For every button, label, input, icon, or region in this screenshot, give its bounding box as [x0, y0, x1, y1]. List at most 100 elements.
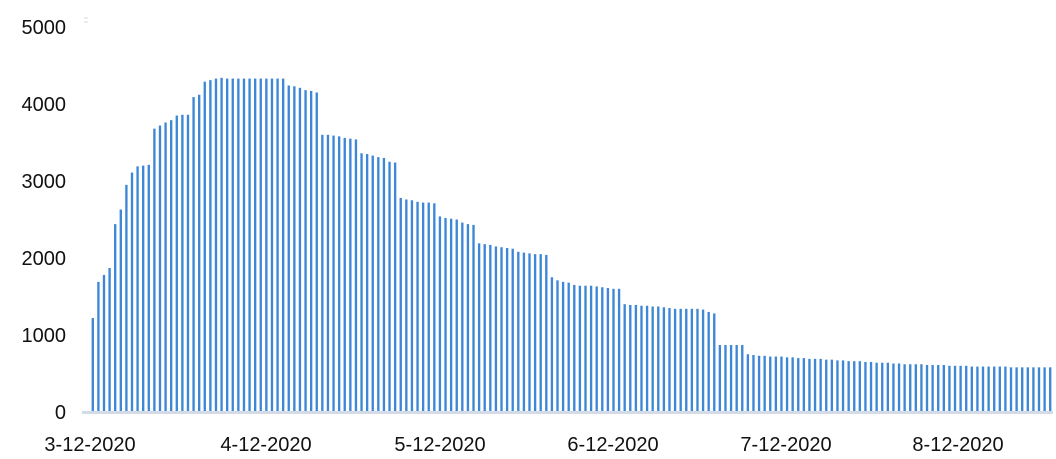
- bar: [858, 361, 862, 412]
- bar: [1043, 367, 1046, 412]
- bar: [461, 222, 464, 412]
- bar: [668, 308, 671, 412]
- bar: [433, 203, 436, 412]
- bar: [959, 365, 962, 412]
- bar: [701, 309, 705, 412]
- bar: [953, 365, 957, 412]
- bar: [584, 285, 587, 412]
- bar: [881, 362, 884, 412]
- x-tick-label: 8-12-2020: [912, 434, 1003, 456]
- bar: [657, 306, 660, 412]
- bar: [142, 165, 145, 412]
- bar: [696, 308, 699, 412]
- bar: [718, 345, 722, 412]
- bar: [1004, 366, 1007, 412]
- bar: [937, 365, 940, 412]
- bar: [192, 97, 195, 412]
- bar: [405, 199, 408, 412]
- bar: [640, 305, 643, 412]
- bar: [981, 366, 985, 412]
- bar: [623, 304, 626, 412]
- bar: [774, 356, 778, 412]
- bar: [813, 358, 817, 412]
- bar: [125, 184, 128, 412]
- bar: [942, 365, 945, 412]
- bar: [741, 345, 744, 412]
- bar: [494, 246, 498, 412]
- bar: [343, 137, 346, 412]
- bar: [147, 164, 150, 412]
- bar: [511, 248, 514, 412]
- bar: [836, 360, 839, 412]
- y-tick-label: 4000: [22, 94, 67, 116]
- bar: [998, 366, 1001, 412]
- axes-group: [82, 17, 1053, 414]
- bar: [629, 304, 632, 412]
- bar: [757, 355, 761, 412]
- bar: [993, 366, 996, 412]
- bar: [1026, 367, 1029, 412]
- bar: [220, 77, 223, 412]
- bar: [259, 78, 262, 412]
- bar: [489, 244, 492, 412]
- y-tick-label: 0: [55, 402, 66, 424]
- bar: [287, 85, 290, 413]
- x-tick-label: 5-12-2020: [394, 434, 485, 456]
- bar: [349, 138, 352, 412]
- bar: [466, 224, 470, 412]
- bar: [897, 363, 901, 412]
- bar: [886, 362, 890, 412]
- bar: [679, 308, 682, 412]
- bar: [382, 157, 386, 412]
- bar: [304, 90, 307, 412]
- bar: [662, 307, 666, 412]
- bar: [634, 304, 638, 412]
- bar: [270, 78, 274, 412]
- bar: [606, 288, 610, 412]
- bar: [920, 364, 923, 412]
- bar: [242, 78, 246, 412]
- bar: [175, 115, 178, 413]
- bar: [444, 217, 447, 412]
- bar: [578, 285, 582, 412]
- bar: [785, 357, 789, 412]
- bar: [925, 365, 929, 412]
- bar: [612, 288, 615, 412]
- bar: [522, 252, 526, 412]
- bar: [326, 134, 330, 413]
- bar: [97, 281, 100, 412]
- bar: [427, 202, 430, 412]
- bar: [388, 161, 391, 412]
- bar: [556, 280, 559, 412]
- bar: [573, 284, 576, 412]
- bar: [354, 139, 358, 413]
- bar: [421, 202, 425, 412]
- y-tick-label: 2000: [22, 248, 67, 270]
- bar: [158, 125, 162, 412]
- bar: [528, 253, 531, 412]
- bar: [976, 366, 979, 412]
- bar: [226, 78, 229, 412]
- bar: [309, 90, 313, 412]
- bar: [1015, 367, 1018, 412]
- bar: [170, 120, 173, 413]
- bar: [449, 218, 453, 412]
- bar: [276, 78, 279, 412]
- bar: [108, 268, 111, 412]
- bar: [819, 358, 822, 412]
- bar: [673, 308, 677, 412]
- bar: [903, 364, 906, 412]
- bar: [365, 154, 369, 413]
- bar: [472, 224, 475, 412]
- bar: [315, 92, 318, 412]
- bar: [651, 306, 654, 412]
- bar: [500, 247, 503, 412]
- bar: [321, 134, 324, 413]
- bar: [869, 361, 873, 412]
- bar: [685, 308, 688, 412]
- bar: [746, 354, 750, 412]
- bar: [617, 288, 621, 412]
- bar: [752, 355, 755, 412]
- bar: [690, 308, 694, 412]
